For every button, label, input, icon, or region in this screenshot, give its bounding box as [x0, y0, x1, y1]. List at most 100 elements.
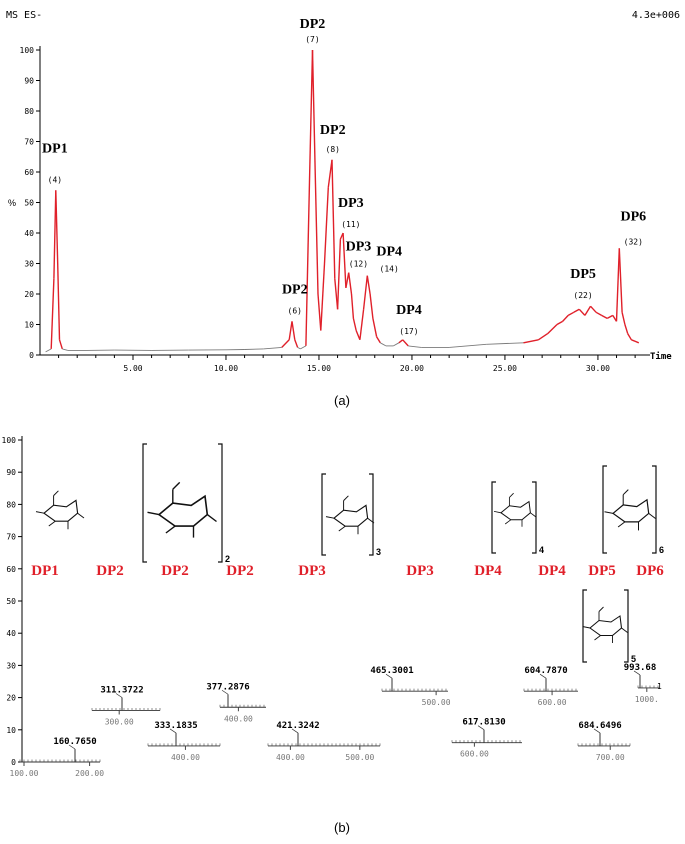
oh-bond [325, 516, 335, 519]
trace-segment [369, 293, 374, 319]
trace-segment [393, 342, 400, 347]
panel-b-caption: (b) [334, 820, 350, 835]
spectrum-label-leader [477, 725, 485, 730]
y-tick-label: 10 [24, 321, 34, 330]
repeat-subscript: 5 [631, 654, 636, 664]
dimer-structure [147, 481, 217, 538]
y-tick-label: 90 [24, 77, 34, 86]
spectrum-axis-label: 500.00 [422, 698, 451, 707]
oh-bond [582, 626, 591, 629]
oh-bond [617, 521, 626, 528]
dp-category-label: DP3 [298, 563, 326, 579]
y-tick-label: 40 [6, 629, 16, 638]
trace-segment [342, 232, 347, 288]
oh-bond [493, 510, 502, 514]
pyranose-ring [43, 499, 79, 522]
dp-category-label: DP3 [406, 563, 434, 579]
ch2oh-bond [598, 606, 604, 612]
y-tick-label: 40 [24, 229, 34, 238]
trace-segment [573, 308, 580, 313]
trace-segment [631, 339, 640, 344]
trace-segment [380, 342, 387, 347]
trace-segment [606, 314, 614, 320]
panel-a-caption: (a) [334, 393, 350, 408]
trace-segment [601, 314, 608, 320]
trace-segment [309, 49, 314, 173]
hexamer-bracket: 6 [602, 465, 664, 555]
y-tick-label: 70 [24, 138, 34, 147]
trace-segment [288, 321, 293, 340]
dp-category-label: DP5 [588, 563, 616, 579]
spectrum-axis-label: 400.00 [224, 714, 253, 723]
spectrum-axis-label: 400.00 [276, 753, 305, 762]
trace-segment [331, 159, 336, 279]
ch2oh-bond [172, 481, 181, 490]
trace-segment [547, 323, 558, 335]
peak-number-label: (17) [399, 327, 418, 336]
ch2oh-bond [622, 489, 629, 496]
x-tick-label: 10.00 [214, 364, 238, 373]
ms-mode-label: MS ES- [6, 10, 42, 21]
spectrum-axis-label: 100.00 [10, 769, 39, 778]
trace-segment [486, 342, 524, 345]
oh-bond [530, 512, 537, 518]
trace-segment [578, 308, 586, 316]
x-tick-label: 5.00 [123, 364, 142, 373]
trace-segment [398, 339, 404, 344]
x-tick-label: 20.00 [400, 364, 424, 373]
ch2oh-bond [343, 495, 349, 501]
trace-segment [323, 187, 329, 264]
spectrum-label-leader [68, 744, 76, 750]
trace-segment [263, 346, 282, 350]
oh-bond [338, 525, 346, 532]
spectrum-label-leader [385, 673, 393, 679]
trace-segment [615, 248, 620, 322]
oh-bond [35, 511, 45, 514]
y-tick-label: 10 [6, 726, 16, 735]
trace-segment [618, 248, 623, 313]
peak-number-label: (14) [380, 265, 399, 274]
dp-category-label: DP6 [636, 563, 664, 579]
oh-bond [48, 520, 56, 527]
repeat-subscript: 2 [225, 554, 230, 564]
trace-segment [449, 343, 487, 348]
y-tick-label: 0 [29, 351, 34, 360]
trace-segment [352, 318, 357, 331]
peak-dp-label: DP4 [396, 303, 422, 318]
mz-value-label: 993.68 [624, 663, 657, 673]
mz-value-label: 377.2876 [206, 682, 249, 692]
y-tick-label: 20 [24, 290, 34, 299]
dp6-subscript: 1 [657, 682, 662, 691]
y-axis-label: % [8, 198, 16, 208]
mz-value-label: 160.7650 [53, 737, 96, 747]
intensity-scale-label: 4.3e+006 [632, 10, 680, 21]
y-tick-label: 80 [6, 500, 16, 509]
trace-segment [297, 347, 301, 350]
tetramer-bracket: 4 [491, 481, 544, 555]
trace-segment [320, 263, 326, 331]
pyranose-ring [612, 498, 650, 523]
dp-category-label: DP1 [31, 563, 59, 579]
mz-value-label: 333.1835 [154, 721, 197, 731]
monomer-structure [35, 490, 85, 530]
peak-number-label: (8) [326, 145, 340, 154]
mz-value-label: 684.6496 [578, 721, 621, 731]
pyranose-ring [589, 615, 623, 637]
trace-segment [538, 333, 549, 341]
mz-value-label: 604.7870 [524, 666, 567, 676]
trace-segment [291, 321, 296, 340]
peak-number-label: (12) [349, 260, 368, 269]
repeat-subscript: 6 [659, 545, 664, 555]
x-tick-label: 30.00 [586, 364, 610, 373]
spectrum-label-leader [221, 689, 229, 695]
spectrum-label-leader [633, 670, 641, 676]
mz-value-label: 617.8130 [462, 718, 505, 728]
y-tick-label: 0 [11, 758, 16, 767]
pyranose-ring [157, 494, 209, 527]
trace-segment [556, 320, 563, 326]
chromatogram-panel: MS ES- 4.3e+006 % Time 0 10 20 30 40 50 60 70 80… [6, 10, 680, 408]
mz-value-label: 421.3242 [276, 721, 319, 731]
oh-bond [77, 512, 85, 519]
peak-number-label: (4) [48, 175, 62, 184]
